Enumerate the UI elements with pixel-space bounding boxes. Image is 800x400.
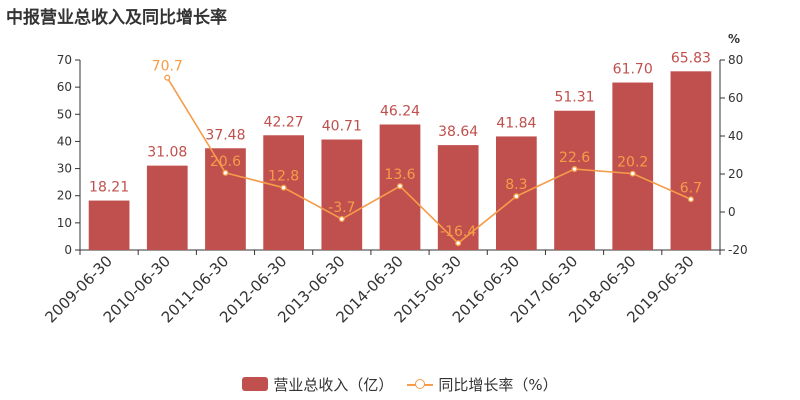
bar-value-label: 40.71 (322, 119, 362, 135)
growth-value-label: 6.7 (680, 180, 702, 196)
bar (612, 82, 654, 251)
growth-value-label: 8.3 (505, 177, 527, 193)
bar-value-label: 46.24 (380, 103, 420, 119)
bar (321, 139, 363, 250)
y-tick-label-left: 70 (57, 53, 72, 67)
bar (88, 200, 130, 250)
bar (205, 148, 246, 250)
growth-point (513, 193, 520, 200)
y-tick-label-right: 80 (728, 53, 743, 67)
growth-value-label: -3.7 (328, 200, 355, 216)
y-tick-label-right: 20 (728, 167, 743, 181)
growth-point (571, 166, 578, 173)
legend-item-growth[interactable]: 同比增长率（%） (407, 374, 558, 395)
growth-point (280, 184, 287, 191)
growth-point (455, 240, 462, 247)
growth-value-label: 22.6 (559, 150, 590, 166)
bar-value-label: 38.64 (438, 124, 478, 140)
y-tick-label-left: 40 (57, 134, 72, 148)
y-tick-label-left: 50 (57, 107, 72, 121)
growth-point (338, 215, 345, 223)
bar (554, 110, 595, 250)
growth-value-label: 13.6 (384, 167, 415, 183)
y-tick-label-right: -20 (728, 243, 748, 257)
legend-item-revenue[interactable]: 营业总收入（亿） (242, 374, 393, 395)
growth-line (166, 77, 692, 245)
growth-value-label: 20.2 (617, 155, 648, 171)
legend-bar-swatch (242, 377, 269, 391)
legend-label-revenue: 营业总收入（亿） (273, 375, 394, 394)
bar-value-label: 18.21 (89, 180, 129, 196)
y-tick-label-right: 0 (728, 205, 736, 219)
y-tick-label-right: 40 (728, 129, 743, 143)
chart-legend: 营业总收入（亿） 同比增长率（%） (0, 372, 800, 396)
bar (263, 135, 304, 250)
growth-point (164, 74, 171, 81)
growth-value-label: 70.7 (152, 59, 183, 75)
bar (146, 165, 188, 250)
chart-title: 中报营业总收入及同比增长率 (6, 8, 227, 28)
y-tick-label-right: 60 (728, 91, 743, 105)
growth-point (396, 183, 404, 190)
growth-point (629, 170, 636, 177)
y-tick-label-left: 0 (64, 243, 72, 257)
bar-value-label: 51.31 (554, 90, 594, 106)
bar-value-label: 61.70 (613, 62, 653, 78)
bar-value-label: 42.27 (264, 114, 304, 130)
bar-value-label: 37.48 (205, 127, 245, 143)
y-tick-label-left: 30 (57, 162, 72, 176)
bar-value-label: 65.83 (671, 50, 711, 66)
growth-point (687, 196, 694, 203)
bar-value-label: 31.08 (147, 145, 187, 161)
growth-value-label: -16.4 (440, 224, 476, 240)
growth-value-label: 20.6 (210, 154, 241, 170)
y-tick-label-left: 10 (57, 216, 72, 230)
legend-label-growth: 同比增长率（%） (438, 375, 558, 394)
y-tick-label-left: 60 (57, 80, 72, 94)
y-tick-label-left: 20 (57, 189, 72, 203)
growth-value-label: 12.8 (268, 169, 299, 185)
bar (670, 71, 712, 250)
growth-point (222, 169, 229, 176)
legend-line-swatch (407, 377, 434, 391)
bar-value-label: 41.84 (496, 115, 536, 131)
y-axis-right-unit: % (728, 32, 740, 46)
